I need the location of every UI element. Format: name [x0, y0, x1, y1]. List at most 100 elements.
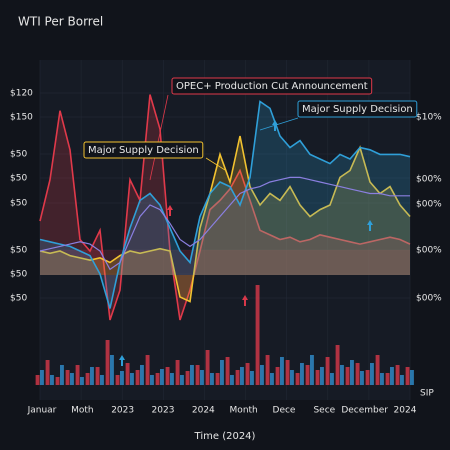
volume-bar: [235, 370, 240, 385]
y2-tick-label: $10%: [416, 113, 442, 123]
volume-bar: [220, 360, 224, 385]
y-tick-label: $120: [10, 89, 33, 99]
volume-bar: [285, 360, 290, 385]
annotation-box: [297, 100, 418, 118]
volume-bar: [300, 363, 304, 385]
volume-bar: [165, 367, 170, 385]
volume-bar: [155, 373, 160, 385]
volume-bar: [105, 340, 110, 385]
volume-label: SIP: [420, 389, 434, 399]
x-tick-label: Dece: [273, 406, 296, 416]
y2-tick-label: $00%: [416, 294, 442, 304]
y2-tick-label: $00%: [416, 200, 442, 210]
y-tick-label: $150: [10, 113, 33, 123]
volume-bar: [275, 367, 280, 385]
y-tick-label: $50: [10, 150, 27, 160]
volume-bar: [175, 360, 180, 385]
arrow-marker: [242, 295, 248, 306]
volume-bar: [70, 373, 74, 385]
volume-bar: [370, 363, 374, 385]
arrow-marker: [167, 205, 173, 216]
volume-bar: [405, 367, 410, 385]
arrow-marker: [367, 220, 373, 231]
volume-bar: [335, 345, 340, 385]
arrow-marker: [272, 120, 278, 131]
volume-bar: [240, 367, 244, 385]
x-tick-label: 2023: [152, 406, 175, 416]
x-axis-title: Time (2024): [194, 431, 256, 442]
annotation: OPEC+ Production Cut Announcement: [171, 77, 373, 95]
volume-bar: [125, 363, 130, 385]
volume-bar: [115, 375, 120, 385]
volume-bar: [395, 365, 400, 385]
volume-bar: [350, 360, 354, 385]
volume-bar: [160, 369, 164, 385]
volume-bar: [145, 355, 150, 385]
volume-bar: [400, 375, 404, 385]
annotation-leader: [205, 157, 226, 171]
volume-bar: [320, 367, 324, 385]
x-tick-label: Month: [230, 406, 258, 416]
volume-bar: [310, 355, 314, 385]
area: [40, 136, 410, 302]
line: [39, 135, 411, 303]
x-tick-label: Moth: [71, 406, 94, 416]
y2-tick-label: $00%: [416, 175, 442, 185]
y-tick-label: $50: [10, 174, 27, 184]
volume-bar: [225, 357, 230, 385]
volume-bar: [150, 375, 154, 385]
volume-bar: [65, 370, 70, 385]
volume-bar: [210, 373, 214, 385]
line: [39, 94, 411, 321]
volume-bar: [325, 357, 330, 385]
x-tick-label: 2024: [192, 406, 215, 416]
volume-bar: [80, 377, 84, 385]
volume-bar: [190, 365, 194, 385]
volume-bar: [260, 365, 264, 385]
volume-bar: [255, 285, 260, 385]
volume-bar: [50, 375, 54, 385]
volume-bar: [90, 367, 94, 385]
volume-bar: [195, 365, 200, 385]
volume-bar: [75, 365, 80, 385]
volume-bar: [45, 360, 50, 385]
y-tick-label: $50: [10, 294, 27, 304]
volume-bar: [130, 373, 134, 385]
x-tick-label: 2023: [111, 406, 134, 416]
volume-bar: [140, 365, 144, 385]
annotation-box: [83, 141, 204, 159]
annotation-leader: [149, 94, 169, 181]
volume-bar: [205, 350, 210, 385]
x-tick-label: 2024: [394, 406, 417, 416]
volume-bar: [55, 377, 60, 385]
volume-bar: [170, 373, 174, 385]
volume-bar: [375, 355, 380, 385]
line: [39, 100, 411, 309]
area: [40, 101, 410, 309]
volume-bar: [35, 375, 40, 385]
volume-bar: [280, 357, 284, 385]
volume-bar: [200, 370, 204, 385]
volume-bar: [180, 375, 184, 385]
y2-tick-label: $00%: [416, 246, 442, 256]
area: [40, 94, 410, 320]
volume-bar: [340, 365, 344, 385]
chart-title: WTI Per Borrel: [18, 15, 103, 29]
annotation-leader: [259, 117, 299, 131]
volume-bar: [95, 367, 100, 385]
volume-bar: [305, 365, 310, 385]
volume-bar: [290, 370, 294, 385]
x-tick-label: Sece: [313, 406, 335, 416]
volume-bar: [355, 363, 360, 385]
annotation-text: OPEC+ Production Cut Announcement: [176, 81, 368, 92]
y-tick-label: $50: [10, 199, 27, 209]
volume-bar: [120, 371, 124, 385]
volume-bar: [315, 370, 320, 385]
volume-bar: [270, 373, 274, 385]
volume-bar: [360, 371, 364, 385]
volume-bar: [410, 370, 414, 385]
annotation-text: Major Supply Decision: [88, 145, 199, 156]
volume-bar: [365, 370, 370, 385]
volume-bar: [85, 373, 90, 385]
y-tick-label: $50: [10, 246, 27, 256]
